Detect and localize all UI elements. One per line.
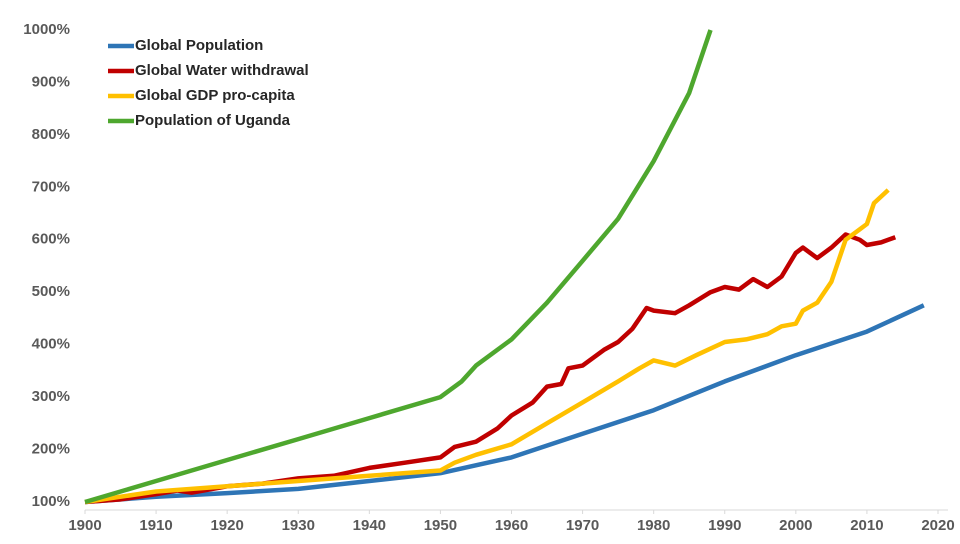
y-tick-label: 500% bbox=[32, 283, 70, 300]
x-tick-label: 1990 bbox=[708, 517, 741, 534]
legend-label: Global GDP pro-capita bbox=[135, 87, 295, 104]
series-line bbox=[84, 232, 897, 505]
legend-label: Global Population bbox=[135, 37, 263, 54]
x-tick-label: 2010 bbox=[850, 517, 883, 534]
y-tick-label: 600% bbox=[32, 231, 70, 248]
y-tick-label: 300% bbox=[32, 388, 70, 405]
x-tick-label: 1940 bbox=[353, 517, 386, 534]
y-tick-label: 1000% bbox=[23, 21, 70, 38]
y-tick-label: 900% bbox=[32, 73, 70, 90]
y-tick-label: 200% bbox=[32, 441, 70, 458]
series-line bbox=[84, 188, 890, 505]
x-tick-label: 1980 bbox=[637, 517, 670, 534]
x-tick-label: 1970 bbox=[566, 517, 599, 534]
x-tick-label: 1910 bbox=[139, 517, 172, 534]
legend-label: Population of Uganda bbox=[135, 112, 291, 129]
x-tick-label: 1900 bbox=[68, 517, 101, 534]
legend-label: Global Water withdrawal bbox=[135, 62, 309, 79]
series-line bbox=[84, 29, 713, 505]
y-tick-label: 800% bbox=[32, 126, 70, 143]
y-tick-label: 400% bbox=[32, 336, 70, 353]
x-tick-label: 1920 bbox=[210, 517, 243, 534]
x-tick-label: 1950 bbox=[424, 517, 457, 534]
x-tick-label: 1960 bbox=[495, 517, 528, 534]
x-tick-label: 1930 bbox=[282, 517, 315, 534]
x-tick-label: 2000 bbox=[779, 517, 812, 534]
y-tick-label: 700% bbox=[32, 178, 70, 195]
y-tick-label: 100% bbox=[32, 493, 70, 510]
x-tick-label: 2020 bbox=[921, 517, 954, 534]
series-line bbox=[84, 303, 925, 505]
